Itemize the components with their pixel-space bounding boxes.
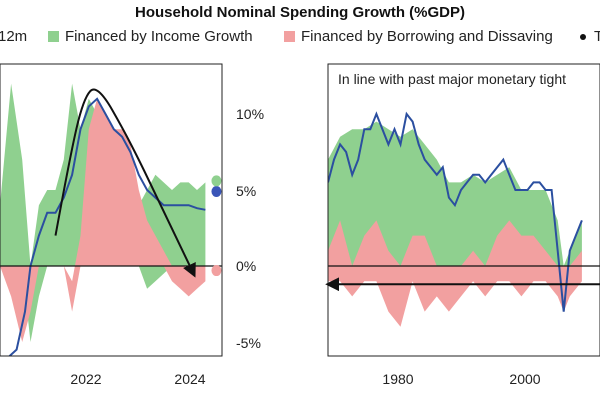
area-borrowing-1 — [0, 98, 206, 342]
line-12m-2 — [328, 111, 583, 312]
area-borrowing-2 — [328, 220, 582, 327]
chart-panel-1: 2022 2024 10% 5% 0% -5% — [0, 63, 264, 387]
marker-latest-borrowing-1 — [211, 265, 222, 277]
trend-arrow-1 — [54, 88, 196, 278]
legend-label-borrowing: Financed by Borrowing and Dissaving — [301, 28, 553, 45]
y-tick-5%: 5% — [236, 183, 256, 199]
panel-plot-area-2 — [328, 111, 583, 327]
panel-plot-area-1 — [0, 83, 206, 356]
legend-item-income: Financed by Income Growth — [48, 28, 253, 45]
y-tick-10%: 10% — [236, 106, 264, 122]
legend-item-12m: 12m — [0, 28, 27, 45]
legend-item-trend: T — [580, 28, 600, 45]
marker-latest-1 — [211, 186, 222, 198]
legend: 12m Financed by Income Growth Financed b… — [0, 28, 600, 48]
legend-swatch-income — [48, 31, 59, 42]
panel-frame-2 — [327, 63, 600, 357]
panel-annotation-2: In line with past major monetary tight — [338, 71, 566, 87]
legend-label-income: Financed by Income Growth — [65, 28, 253, 45]
chart-panel-2: In line with past major monetary tight 19… — [325, 63, 600, 387]
x-tick-2024: 2024 — [174, 371, 205, 387]
panel-frame-1 — [0, 63, 223, 357]
x-tick-2022: 2022 — [70, 371, 101, 387]
legend-item-borrowing: Financed by Borrowing and Dissaving — [284, 28, 553, 45]
y-tick-0%: 0% — [236, 258, 256, 274]
legend-label-trend: T — [594, 28, 600, 45]
legend-label-12m: 12m — [0, 28, 28, 45]
legend-swatch-borrowing — [284, 31, 295, 42]
line-12m-1 — [8, 97, 206, 356]
x-tick-2000: 2000 — [509, 371, 540, 387]
legend-dot-trend — [580, 33, 586, 40]
x-tick-1980: 1980 — [382, 371, 413, 387]
marker-latest-income-1 — [211, 175, 222, 187]
chart-title: Household Nominal Spending Growth (%GDP) — [135, 4, 465, 21]
y-tick--5%: -5% — [236, 335, 261, 351]
